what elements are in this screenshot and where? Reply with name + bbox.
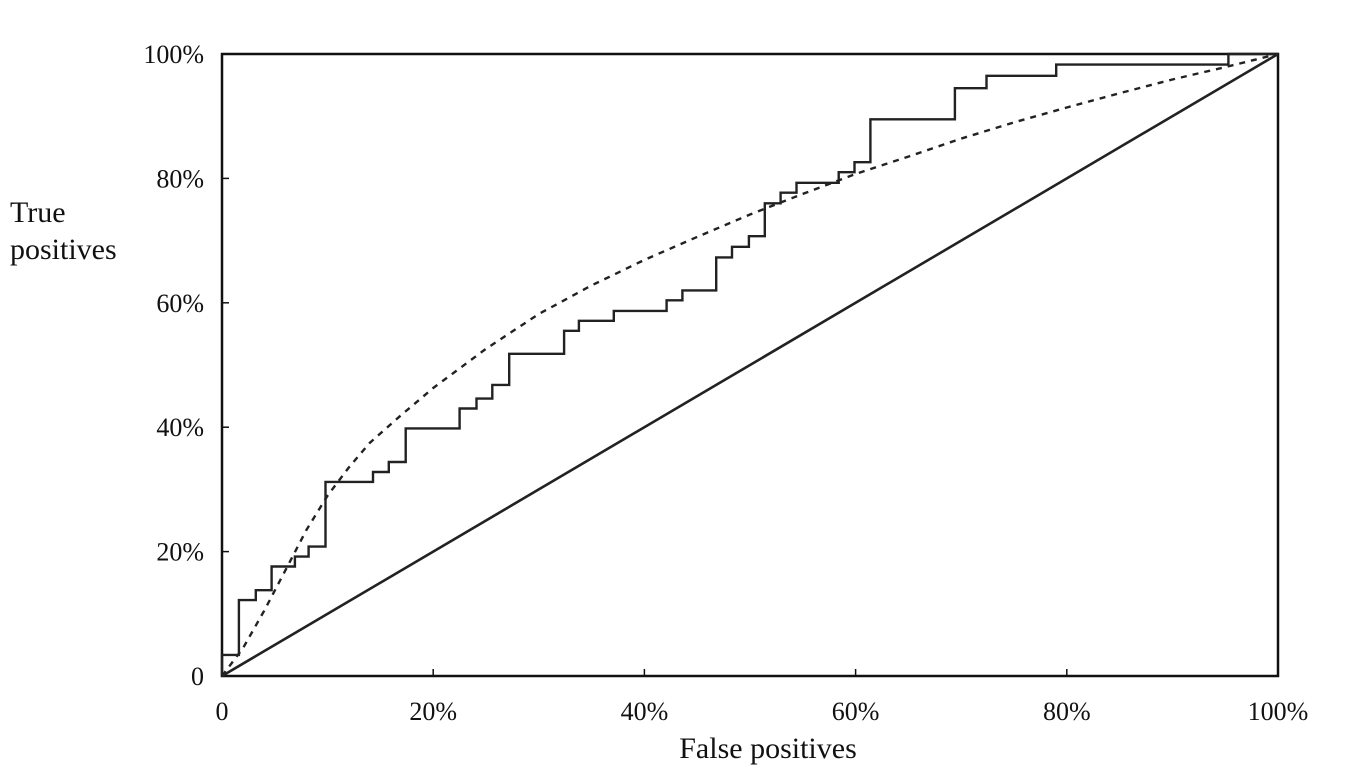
smoothed-roc-curve: [221, 52, 1279, 677]
x-tick-label: 100%: [1248, 697, 1309, 726]
empirical-roc-step-line: [220, 52, 1278, 676]
y-axis-title: True positives: [10, 196, 117, 266]
plot-border: [220, 52, 1280, 678]
y-axis-title-line-2: positives: [10, 233, 117, 266]
y-tick-label: 20%: [156, 538, 204, 567]
x-tick-label: 20%: [409, 697, 457, 726]
x-tick-label: 40%: [621, 697, 669, 726]
x-tick-label: 60%: [832, 697, 880, 726]
y-tick-label: 80%: [156, 164, 204, 193]
y-tick-label: 60%: [156, 289, 204, 318]
y-tick-label: 0: [191, 662, 204, 691]
plot-frame: [220, 52, 1280, 678]
series-layer: [220, 52, 1279, 678]
x-axis-title: False positives: [679, 732, 857, 765]
y-tick-label: 100%: [143, 40, 204, 69]
x-tick-label: 0: [216, 697, 229, 726]
y-axis-title-line-1: True: [10, 196, 66, 229]
x-tick-label: 80%: [1043, 697, 1091, 726]
y-tick-label: 40%: [156, 413, 204, 442]
tick-layer: 0 20% 40% 60% 80% 100% 0 20% 40% 60% 80% 100%: [143, 40, 1308, 726]
chance-diagonal-line: [221, 52, 1279, 678]
